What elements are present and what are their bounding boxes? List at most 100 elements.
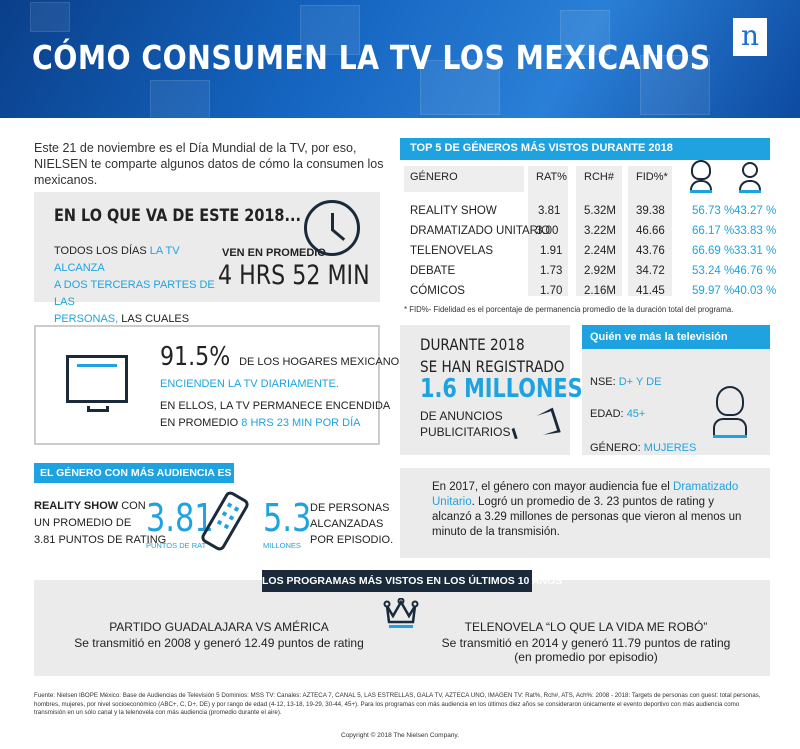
top-genre-text2: UN PROMEDIO DE xyxy=(34,517,132,529)
header-banner: CÓMO CONSUMEN LA TV LOS MEXICANOS n xyxy=(0,0,800,118)
people-text1: DE PERSONAS xyxy=(310,502,390,514)
reach-text-3a: PERSONAS, xyxy=(54,313,119,325)
cell-rat: 1.73 xyxy=(540,265,563,277)
reach-box-title-wrap: EN LO QUE VA DE ESTE 2018... xyxy=(54,206,345,226)
cell-rch: 5.32M xyxy=(584,205,616,217)
col-header-rat: RAT% xyxy=(536,171,567,183)
col-header-genre: GÉNERO xyxy=(410,171,458,183)
reach-text-2: A DOS TERCERAS PARTES DE LAS xyxy=(54,279,215,308)
intro-text: Este 21 de noviembre es el Día Mundial d… xyxy=(34,141,384,187)
clock-icon xyxy=(304,200,360,256)
cell-rch: 2.24M xyxy=(584,245,616,257)
cell-rat: 3.81 xyxy=(538,205,561,217)
footer-source: Fuente: Nielsen IBOPE México: Base de Au… xyxy=(34,692,761,716)
rating-label: PUNTOS DE RAT xyxy=(146,541,207,550)
age-label: EDAD: xyxy=(590,408,627,420)
people-text3: POR EPISODIO. xyxy=(310,534,394,546)
table-row: DRAMATIZADO UNITARIO 3.00 3.22M 46.66 66… xyxy=(400,222,776,242)
households-percent: 91.5% xyxy=(160,342,231,372)
program-left-text: Se transmitió en 2008 y generó 12.49 pun… xyxy=(74,636,364,650)
nse-value: D+ Y DE xyxy=(618,376,662,388)
ads-line4: PUBLICITARIOS xyxy=(420,425,511,439)
age-value: 45+ xyxy=(626,408,646,420)
top-genre-text1b: CON xyxy=(118,500,146,512)
drama-box xyxy=(400,468,770,558)
cell-fid: 39.38 xyxy=(636,205,665,217)
cell-men: 46.76 % xyxy=(734,265,777,277)
top-genre-name: REALITY SHOW xyxy=(34,500,119,512)
millions-label: MILLONES xyxy=(263,541,301,550)
households-text2: ENCIENDEN LA TV DIARIAMENTE. xyxy=(160,378,339,390)
cell-women: 53.24 % xyxy=(692,265,735,277)
households-text3: EN ELLOS, LA TV PERMANECE ENCENDIDA xyxy=(160,400,391,412)
tv-icon xyxy=(66,355,128,412)
top-genre-header: EL GÉNERO CON MÁS AUDIENCIA ES xyxy=(34,463,234,483)
bg-cube xyxy=(300,5,360,55)
cell-rat: 1.70 xyxy=(540,285,563,297)
cell-women: 59.97 % xyxy=(692,285,735,297)
cell-men: 33.83 % xyxy=(734,225,777,237)
cell-genre: TELENOVELAS xyxy=(410,245,494,257)
cell-women: 56.73 % xyxy=(692,205,735,217)
program-right-text1: Se transmitió en 2014 y generó 11.79 pun… xyxy=(441,636,731,650)
top-programs-header: LOS PROGRAMAS MÁS VISTOS EN LOS ÚLTIMOS … xyxy=(262,570,562,592)
rating-value: 3.81 xyxy=(146,496,214,540)
bg-cube xyxy=(420,60,500,115)
bg-cube xyxy=(560,10,610,55)
top-genre-text3: 3.81 PUNTOS DE RATING xyxy=(34,534,167,546)
nielsen-logo: n xyxy=(733,18,767,56)
cell-fid: 41.45 xyxy=(636,285,665,297)
reach-box-text: TODOS LOS DÍAS LA TV ALCANZA A DOS TERCE… xyxy=(54,243,224,328)
cell-rat: 1.91 xyxy=(540,245,563,257)
reach-box-title: EN LO QUE VA DE ESTE 2018... xyxy=(54,206,301,226)
program-right-text2: (en promedio por episodio) xyxy=(514,650,658,664)
avg-label: VEN EN PROMEDIO xyxy=(222,247,326,259)
drama-text-c: . Logró un promedio de 3. 23 puntos de r… xyxy=(432,496,742,538)
ads-big-wrap: 1.6 MILLONES xyxy=(420,374,623,404)
avg-value-wrap: 4 HRS 52 MIN xyxy=(218,260,403,291)
cell-men: 40.03 % xyxy=(734,285,777,297)
ads-text2: DE ANUNCIOS PUBLICITARIOS xyxy=(420,408,510,440)
people-text: DE PERSONAS ALCANZADAS POR EPISODIO. xyxy=(310,500,393,548)
woman-icon xyxy=(688,160,714,193)
cell-rch: 2.92M xyxy=(584,265,616,277)
col-header-rch: RCH# xyxy=(584,171,614,183)
cell-rch: 2.16M xyxy=(584,285,616,297)
cell-men: 33.31 % xyxy=(734,245,777,257)
nse-row: NSE: D+ Y DE xyxy=(590,376,661,388)
nse-label: NSE: xyxy=(590,376,619,388)
gender-row: GÉNERO: MUJERES xyxy=(590,442,696,454)
gender-label: GÉNERO: xyxy=(590,442,644,454)
ads-big: 1.6 MILLONES xyxy=(420,374,583,404)
cell-women: 66.69 % xyxy=(692,245,735,257)
millions-value: 5.3 xyxy=(263,496,312,540)
cell-fid: 43.76 xyxy=(636,245,665,257)
cell-fid: 46.66 xyxy=(636,225,665,237)
drama-text-b: Dramatizado Unitario xyxy=(432,481,739,508)
col-shade-genre xyxy=(404,166,524,192)
col-header-fid: FID%* xyxy=(636,171,668,183)
households-text1: DE LOS HOGARES MEXICANOS xyxy=(239,356,407,368)
ads-line2: SE HAN REGISTRADO xyxy=(420,357,565,376)
program-left: PARTIDO GUADALAJARA VS AMÉRICA Se transm… xyxy=(34,620,404,650)
rating-value-wrap: 3.81 xyxy=(146,496,231,541)
cell-men: 43.27 % xyxy=(734,205,777,217)
cell-genre: REALITY SHOW xyxy=(410,205,497,217)
cell-rat: 3.00 xyxy=(536,225,559,237)
households-box xyxy=(34,325,380,445)
page-title: CÓMO CONSUMEN LA TV LOS MEXICANOS xyxy=(32,38,711,77)
who-watches-header: Quién ve más la televisión xyxy=(582,325,770,349)
table-row: REALITY SHOW 3.81 5.32M 39.38 56.73 % 43… xyxy=(400,202,776,222)
top5-footnote: * FID%- Fidelidad es el porcentaje de pe… xyxy=(404,305,734,314)
households-line1: 91.5% DE LOS HOGARES MEXICANOS xyxy=(160,342,415,372)
bg-cube xyxy=(30,2,70,32)
program-left-title: PARTIDO GUADALAJARA VS AMÉRICA xyxy=(109,620,329,634)
program-right: TELENOVELA “LO QUE LA VIDA ME ROBÓ” Se t… xyxy=(402,620,770,664)
reach-text-3b: LAS CUALES xyxy=(118,313,190,325)
cell-women: 66.17 % xyxy=(692,225,735,237)
millions-value-wrap: 5.3 xyxy=(263,496,323,541)
ads-line3: DE ANUNCIOS xyxy=(420,409,503,423)
table-row: TELENOVELAS 1.91 2.24M 43.76 66.69 % 33.… xyxy=(400,242,776,262)
bg-cube xyxy=(640,55,710,115)
cell-genre: DEBATE xyxy=(410,265,456,277)
